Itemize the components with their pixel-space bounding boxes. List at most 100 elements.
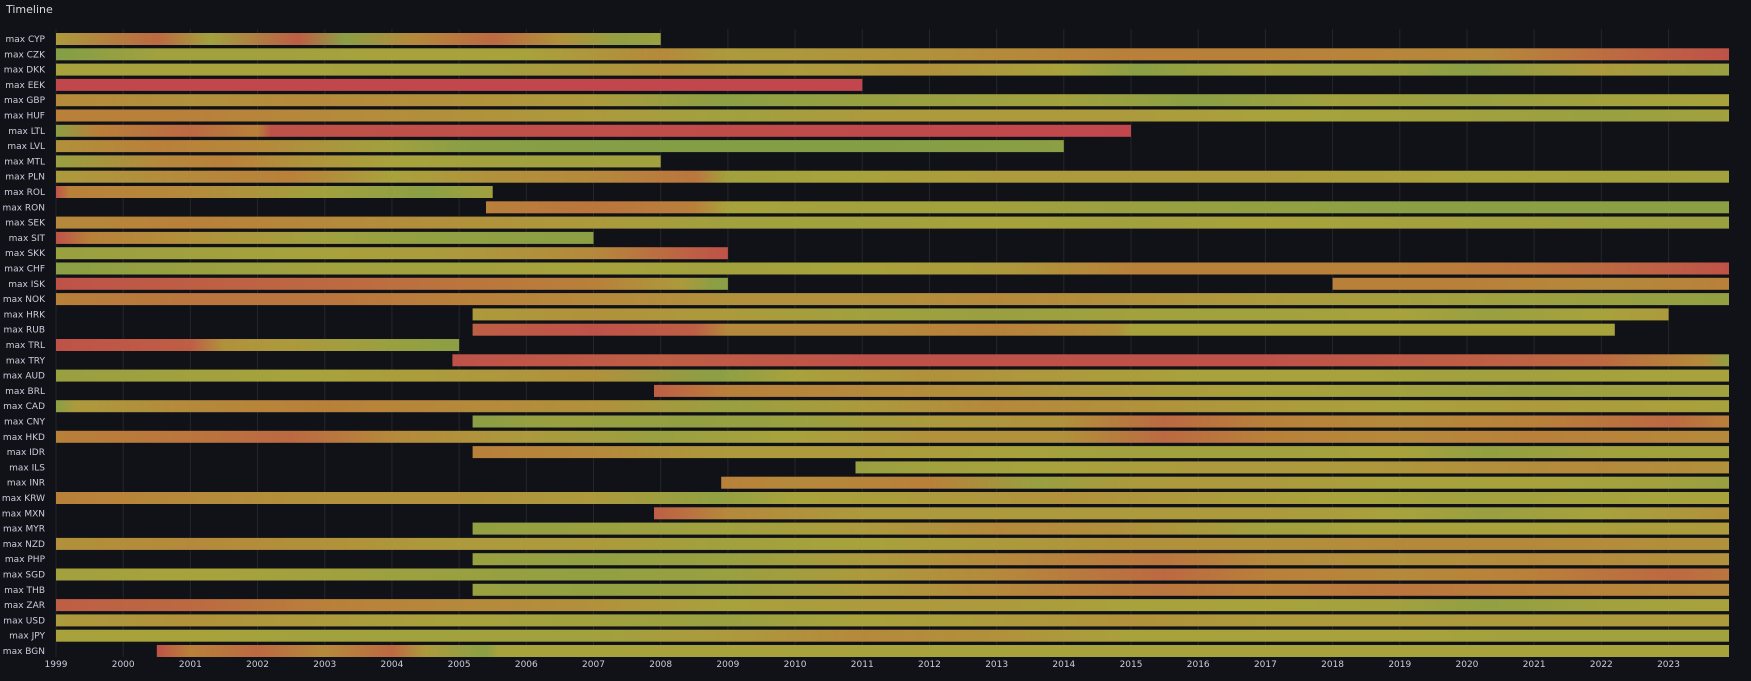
timeline-bar[interactable] — [56, 247, 728, 260]
row-label: max HRK — [4, 310, 46, 320]
row-label: max BGN — [3, 647, 45, 657]
row-label: max LVL — [7, 142, 45, 152]
timeline-bar[interactable] — [472, 415, 1730, 428]
row-label: max SGD — [3, 571, 45, 581]
timeline-bar[interactable] — [56, 63, 1729, 76]
row-label: max ISK — [8, 280, 46, 290]
timeline-bar[interactable] — [56, 614, 1729, 627]
x-tick-label: 2006 — [515, 660, 538, 670]
timeline-bar[interactable] — [56, 568, 1729, 581]
x-tick-label: 2000 — [112, 660, 135, 670]
timeline-bar[interactable] — [654, 507, 1729, 520]
row-label: max KRW — [2, 494, 45, 504]
timeline-bar[interactable] — [56, 293, 1729, 306]
timeline-bar[interactable] — [56, 124, 1131, 137]
row-label: max TRY — [6, 356, 46, 366]
x-axis: 1999 2000 2001 2002 2003 2004 2005 2006 2007 2008… — [45, 660, 1680, 670]
row-label: max TRL — [6, 341, 45, 351]
timeline-bar[interactable] — [486, 201, 1729, 214]
timeline-bar[interactable] — [56, 140, 1064, 153]
row-label: max MTL — [4, 157, 45, 167]
row-label: max MYR — [3, 525, 45, 535]
timeline-bar[interactable] — [855, 461, 1730, 474]
timeline-bar[interactable] — [56, 339, 460, 351]
x-tick-label: 2009 — [716, 660, 739, 670]
x-tick-label: 2002 — [246, 660, 269, 670]
row-label: max INR — [7, 479, 45, 489]
timeline-bar[interactable] — [472, 308, 1669, 321]
timeline-bar[interactable] — [654, 384, 1729, 397]
row-label: max SIT — [9, 234, 46, 244]
row-label: max PLN — [5, 173, 45, 183]
timeline-bar[interactable] — [56, 155, 661, 168]
timeline-bar[interactable] — [56, 78, 863, 91]
timeline-bar[interactable] — [56, 216, 1729, 229]
row-label: max CHF — [4, 265, 45, 275]
x-tick-label: 2010 — [784, 660, 807, 670]
x-tick-label: 2012 — [918, 660, 941, 670]
row-label: max HUF — [4, 112, 45, 122]
x-tick-label: 2023 — [1657, 660, 1680, 670]
row-label: max NZD — [3, 540, 45, 550]
row-label: max HKD — [3, 433, 45, 443]
timeline-bar[interactable] — [472, 323, 1615, 336]
row-label: max GBP — [4, 96, 46, 106]
timeline-bar[interactable] — [56, 629, 1729, 642]
timeline-bar[interactable] — [56, 430, 1729, 443]
timeline-bar[interactable] — [472, 522, 1730, 535]
row-label: max DKK — [4, 66, 46, 76]
timeline-bar[interactable] — [156, 645, 1729, 657]
timeline-bar[interactable] — [472, 553, 1730, 566]
timeline-bar[interactable] — [56, 369, 1729, 382]
timeline-bar[interactable] — [56, 231, 594, 244]
timeline-bar[interactable] — [56, 109, 1729, 122]
x-tick-label: 2003 — [313, 660, 336, 670]
x-tick-label: 2021 — [1523, 660, 1546, 670]
row-label: max ILS — [9, 463, 45, 473]
timeline-bar[interactable] — [472, 583, 1730, 596]
x-tick-label: 2020 — [1456, 660, 1479, 670]
row-label: max CZK — [4, 50, 46, 60]
row-label: max MXN — [2, 509, 45, 519]
row-label: max RON — [2, 203, 45, 213]
timeline-bar[interactable] — [721, 476, 1729, 489]
timeline-bar[interactable] — [56, 186, 493, 198]
x-tick-label: 2008 — [649, 660, 672, 670]
timeline-bar[interactable] — [56, 48, 1729, 61]
row-label: max IDR — [7, 448, 45, 458]
timeline-bar[interactable] — [56, 400, 1729, 413]
timeline-bar[interactable] — [56, 94, 1729, 107]
row-label: max BRL — [5, 387, 45, 397]
x-tick-label: 2001 — [179, 660, 202, 670]
row-label: max ROL — [4, 188, 45, 198]
timeline-bar[interactable] — [56, 170, 1729, 183]
x-tick-label: 2007 — [582, 660, 605, 670]
row-label: max NOK — [3, 295, 46, 305]
row-label: max ZAR — [4, 601, 45, 611]
x-tick-label: 2015 — [1120, 660, 1143, 670]
row-label: max EEK — [5, 81, 46, 91]
timeline-bar[interactable] — [56, 262, 1729, 275]
timeline-bar[interactable] — [56, 492, 1729, 504]
timeline-bar[interactable] — [1332, 277, 1729, 290]
timeline-bar[interactable] — [56, 599, 1729, 612]
row-label: max THB — [4, 586, 45, 596]
row-label: max PHP — [5, 555, 46, 565]
x-tick-label: 2011 — [851, 660, 874, 670]
timeline-bar[interactable] — [56, 537, 1729, 550]
x-tick-label: 2017 — [1254, 660, 1277, 670]
x-tick-label: 2016 — [1187, 660, 1210, 670]
row-label: max CYP — [5, 35, 45, 45]
row-label: max SEK — [5, 219, 46, 229]
x-tick-label: 2014 — [1052, 660, 1075, 670]
row-label: max CNY — [4, 418, 45, 428]
row-label: max AUD — [3, 372, 45, 382]
timeline-bar[interactable] — [56, 277, 728, 290]
row-label: max SKK — [5, 249, 46, 259]
timeline-bar[interactable] — [472, 446, 1730, 459]
panel-title: Timeline — [6, 3, 53, 16]
x-tick-label: 2005 — [448, 660, 471, 670]
timeline-bar[interactable] — [56, 33, 661, 45]
timeline-bar[interactable] — [452, 354, 1729, 367]
